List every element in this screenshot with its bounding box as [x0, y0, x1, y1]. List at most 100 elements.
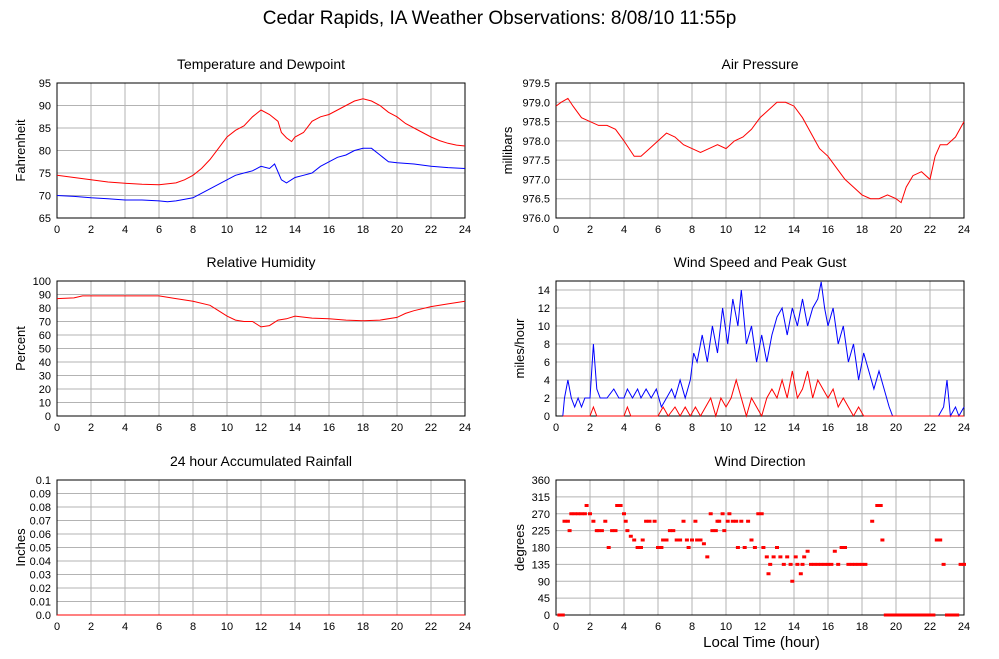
x-tick-label: 8 — [190, 422, 196, 434]
y-tick-label: 12 — [538, 303, 550, 315]
y-tick-label: 978.0 — [522, 136, 550, 148]
direction-point — [746, 519, 751, 523]
page-title: Cedar Rapids, IA Weather Observations: 8… — [262, 8, 737, 29]
x-tick-label: 20 — [391, 422, 403, 434]
direction-point — [843, 546, 847, 549]
direction-point — [914, 613, 919, 617]
y-tick-label: 14 — [538, 285, 550, 297]
x-tick-label: 18 — [856, 224, 868, 236]
direction-point — [661, 538, 666, 542]
x-tick-label: 6 — [156, 422, 162, 434]
direction-point — [887, 613, 892, 617]
x-tick-label: 20 — [391, 621, 403, 633]
y-tick-label: 135 — [532, 559, 550, 571]
y-tick-label: 977.0 — [522, 174, 550, 186]
direction-point — [710, 529, 715, 533]
x-tick-label: 24 — [459, 224, 471, 236]
direction-point — [790, 579, 795, 583]
direction-point — [647, 519, 652, 523]
y-tick-label: 0.07 — [30, 516, 51, 528]
direction-point — [875, 504, 880, 507]
direction-point — [788, 562, 793, 566]
x-tick-label: 0 — [54, 621, 60, 633]
direction-point — [652, 519, 657, 523]
y-tick-label: 30 — [39, 371, 51, 383]
x-tick-label: 0 — [553, 621, 559, 633]
y-tick-label: 0 — [544, 411, 550, 423]
direction-point — [625, 529, 630, 533]
x-tick-label: 4 — [122, 621, 128, 633]
x-tick-label: 0 — [553, 224, 559, 236]
x-tick-label: 6 — [156, 224, 162, 236]
x-tick-label: 10 — [720, 621, 732, 633]
direction-point — [632, 538, 637, 542]
x-tick-label: 24 — [958, 422, 970, 434]
direction-point — [931, 613, 936, 617]
direction-point — [579, 512, 584, 516]
direction-point — [863, 562, 868, 566]
x-tick-label: 2 — [88, 224, 94, 236]
direction-point — [870, 519, 875, 523]
y-axis-label: degrees — [512, 524, 527, 571]
direction-point — [928, 613, 932, 617]
direction-point — [690, 538, 694, 542]
x-tick-label: 2 — [587, 224, 593, 236]
y-tick-label: 0.1 — [36, 475, 51, 487]
direction-point — [945, 613, 949, 617]
y-tick-label: 6 — [544, 357, 550, 369]
direction-point — [941, 562, 946, 566]
x-tick-label: 12 — [754, 224, 766, 236]
direction-point — [698, 538, 703, 542]
y-tick-label: 979.5 — [522, 78, 550, 90]
direction-point — [752, 546, 757, 549]
x-tick-label: 18 — [856, 422, 868, 434]
x-tick-label: 12 — [754, 422, 766, 434]
x-tick-label: 2 — [587, 621, 593, 633]
x-tick-label: 16 — [822, 621, 834, 633]
direction-point — [962, 562, 966, 566]
x-tick-label: 8 — [689, 422, 695, 434]
direction-point — [678, 538, 683, 542]
direction-point — [588, 512, 592, 516]
x-tick-label: 6 — [156, 621, 162, 633]
direction-point — [701, 542, 706, 546]
x-tick-label: 10 — [221, 224, 233, 236]
x-tick-label: 18 — [357, 224, 369, 236]
x-tick-label: 4 — [122, 422, 128, 434]
x-tick-label: 18 — [357, 422, 369, 434]
x-tick-label: 12 — [255, 621, 267, 633]
plot-frame — [555, 82, 965, 219]
x-tick-label: 0 — [54, 224, 60, 236]
direction-point — [599, 529, 604, 533]
direction-point — [572, 512, 577, 516]
direction-point — [802, 555, 807, 559]
x-tick-label: 0 — [553, 422, 559, 434]
x-tick-label: 14 — [289, 224, 301, 236]
direction-point — [832, 549, 837, 553]
direction-point — [836, 562, 841, 566]
y-tick-label: 976.5 — [522, 194, 550, 206]
y-tick-label: 70 — [39, 191, 51, 203]
direction-point — [639, 546, 643, 549]
y-tick-label: 979.0 — [522, 97, 550, 109]
y-tick-label: 10 — [538, 321, 550, 333]
direction-point — [860, 562, 864, 566]
x-tick-label: 16 — [323, 224, 335, 236]
direction-point — [798, 572, 803, 576]
direction-point — [671, 529, 676, 533]
direction-point — [826, 562, 830, 566]
x-tick-label: 10 — [720, 422, 732, 434]
y-tick-label: 360 — [532, 475, 550, 487]
y-tick-label: 8 — [544, 339, 550, 351]
direction-point — [664, 538, 669, 542]
chart-title: Wind Speed and Peak Gust — [674, 254, 847, 270]
direction-point — [764, 555, 769, 559]
x-tick-label: 8 — [190, 621, 196, 633]
y-tick-label: 45 — [538, 593, 550, 605]
direction-point — [785, 555, 790, 559]
direction-point — [722, 529, 727, 533]
x-tick-label: 14 — [289, 621, 301, 633]
direction-point — [693, 519, 698, 523]
